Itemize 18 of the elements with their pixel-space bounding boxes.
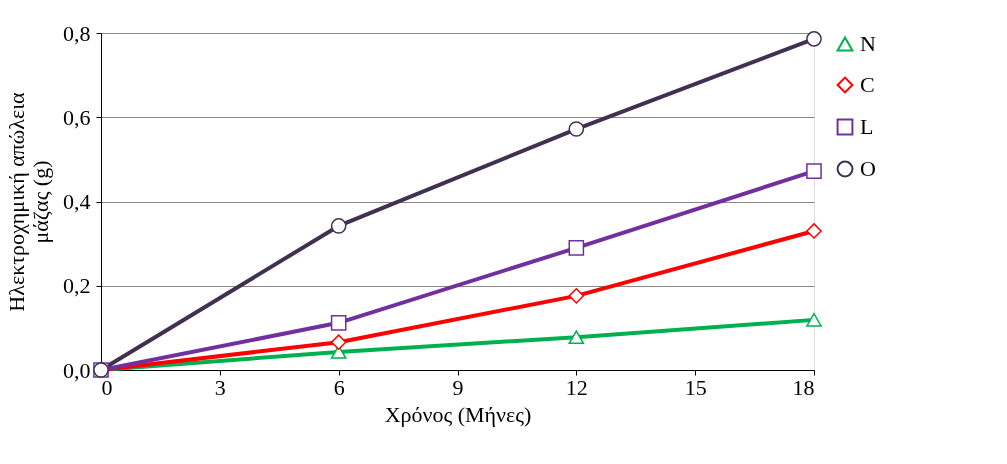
y-tick-label: 0,2 [63, 273, 91, 299]
y-tick-label: 0,4 [63, 189, 91, 214]
x-tick-label: 6 [333, 374, 345, 400]
x-tick-label: 18 [792, 374, 815, 400]
legend-label: C [860, 72, 875, 97]
x-axis-title: Χρόνος (Μήνες) [384, 401, 532, 427]
legend-label: O [860, 156, 876, 181]
x-tick-label: 9 [452, 374, 464, 400]
x-tick-label: 15 [684, 374, 707, 400]
x-tick-label: 3 [214, 374, 226, 400]
legend-label: L [860, 114, 874, 139]
y-tick-label: 0,8 [63, 20, 91, 46]
x-tick-label: 0 [101, 374, 113, 400]
y-tick-label: 0,0 [63, 357, 91, 383]
x-tick-label: 12 [565, 374, 588, 400]
y-axis-title: Ηλεκτροχημική απώλεια μάζας (g) [4, 91, 53, 312]
y-tick-label: 0,6 [63, 104, 91, 130]
legend-label: N [860, 31, 876, 56]
